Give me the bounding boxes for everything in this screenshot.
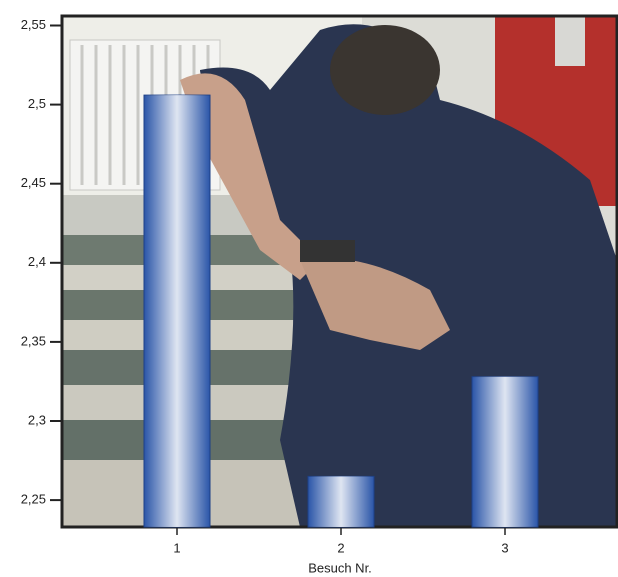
y-tick-label: 2,25: [21, 492, 46, 507]
bar: [307, 475, 375, 528]
x-axis-label: Besuch Nr.: [308, 560, 372, 575]
bar: [471, 376, 539, 528]
y-tick-label: 2,4: [28, 254, 46, 269]
x-tick-label: 1: [173, 540, 180, 555]
y-tick-label: 2,35: [21, 333, 46, 348]
y-tick-label: 2,5: [28, 96, 46, 111]
y-tick-label: 2,45: [21, 175, 46, 190]
y-tick-label: 2,3: [28, 412, 46, 427]
x-tick-label: 3: [501, 540, 508, 555]
x-tick-label: 2: [337, 540, 344, 555]
bar: [143, 94, 211, 528]
y-tick-label: 2,55: [21, 17, 46, 32]
